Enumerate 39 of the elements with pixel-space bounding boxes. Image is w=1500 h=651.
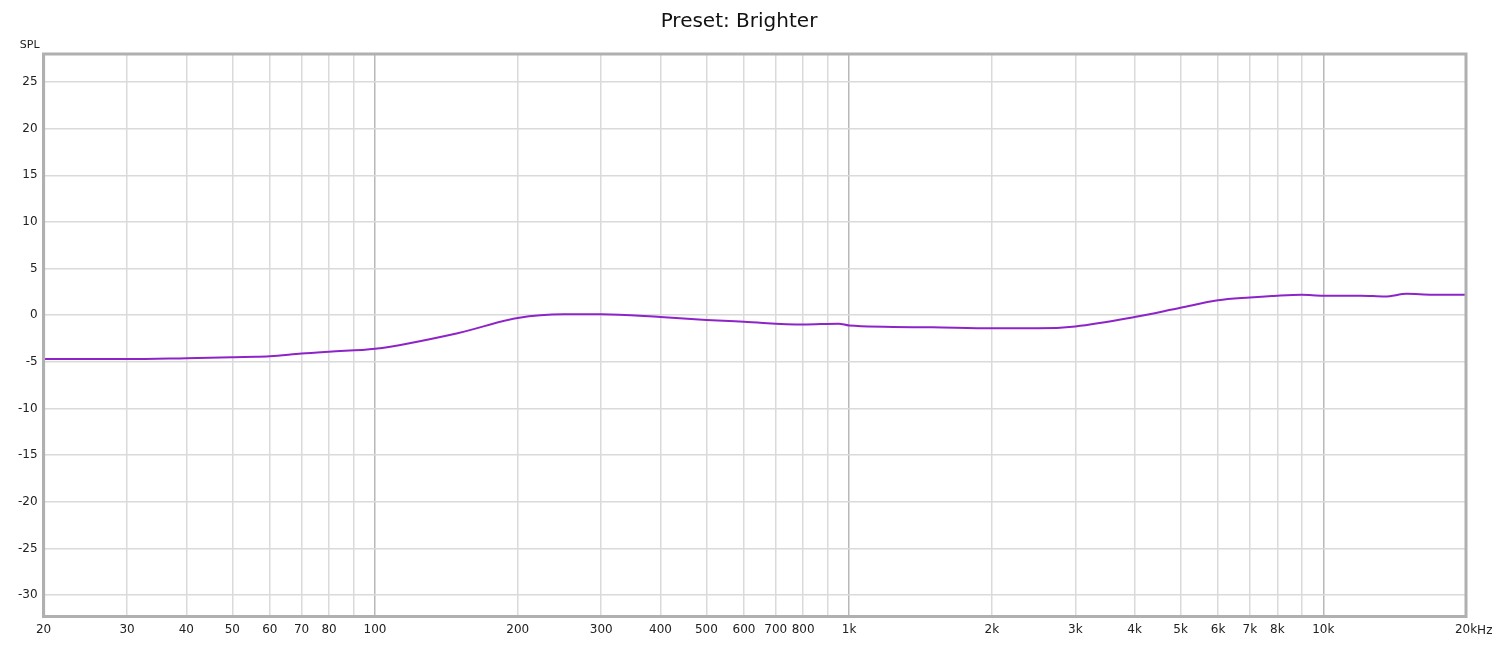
y-tick-label: 10 (22, 214, 38, 229)
chart-title: Preset: Brighter (660, 8, 819, 33)
x-tick-label: 50 (224, 621, 240, 636)
x-tick-label: 700 (764, 621, 788, 636)
y-tick-label: 25 (22, 74, 38, 89)
y-tick-label: -5 (25, 354, 38, 369)
x-tick-label: 4k (1127, 621, 1142, 636)
x-tick-label: 100 (363, 621, 387, 636)
y-tick-label: -25 (17, 540, 38, 555)
y-tick-label: -20 (17, 493, 38, 508)
x-tick-label: 1k (841, 621, 857, 636)
y-tick-label: 0 (29, 307, 38, 322)
x-tick-label: 400 (649, 621, 672, 636)
x-tick-label: 6k (1210, 621, 1226, 636)
y-tick-label: -15 (17, 447, 38, 462)
y-axis-title: SPL (19, 38, 41, 52)
y-tick-label: 20 (22, 120, 38, 135)
x-tick-label: 60 (262, 621, 278, 636)
x-tick-label: 2k (984, 621, 1000, 636)
x-tick-label: 200 (506, 621, 530, 636)
x-tick-label: 40 (178, 621, 194, 636)
y-tick-label: -10 (17, 400, 38, 415)
x-tick-label: 80 (321, 621, 337, 636)
y-tick-label: 5 (29, 260, 38, 275)
x-tick-label: 3k (1068, 621, 1083, 636)
x-tick-label: 800 (791, 621, 815, 636)
x-tick-label: 600 (732, 621, 756, 636)
x-tick-label: 70 (293, 621, 310, 636)
x-tick-label: 30 (119, 621, 135, 636)
y-tick-label: -30 (17, 587, 38, 602)
x-tick-label: 10k (1312, 621, 1335, 636)
x-axis-title: Hz (1477, 622, 1493, 637)
x-tick-label: 300 (589, 621, 613, 636)
x-tick-label: 500 (694, 621, 718, 636)
y-tick-label: 15 (22, 167, 38, 182)
x-tick-label: 5k (1173, 621, 1188, 636)
x-tick-label: 20k (1454, 621, 1478, 636)
x-tick-label: 8k (1270, 621, 1285, 636)
x-tick-label: 7k (1242, 621, 1258, 636)
